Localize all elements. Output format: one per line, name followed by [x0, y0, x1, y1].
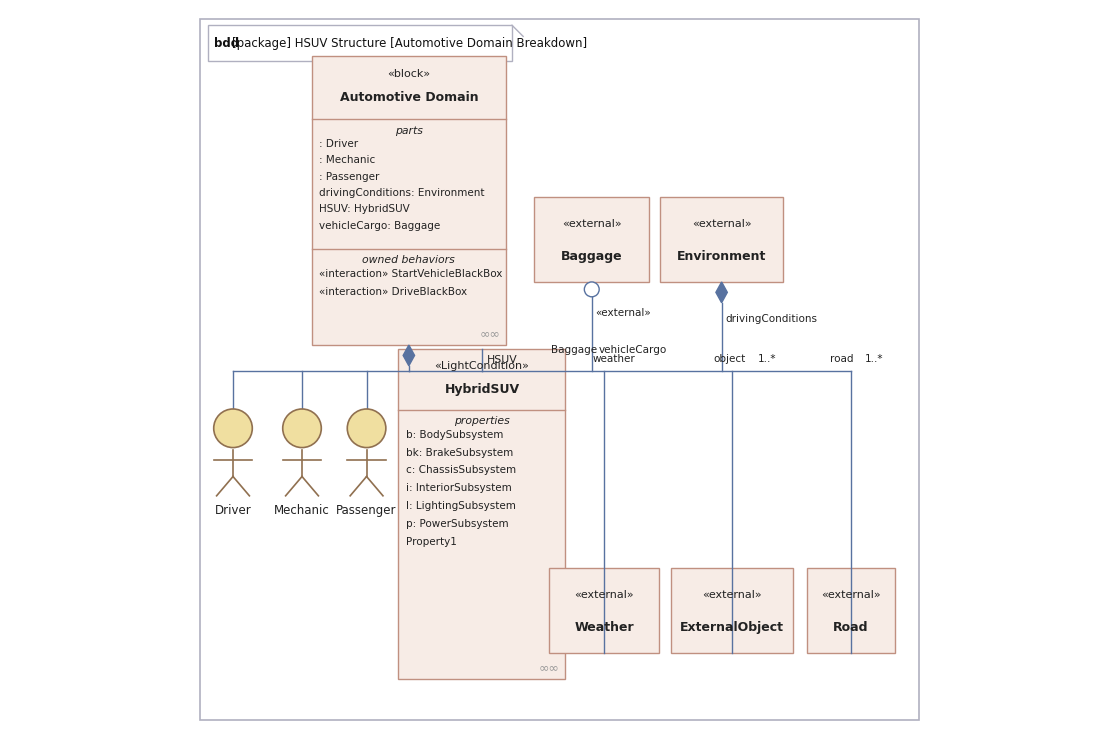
FancyBboxPatch shape — [671, 568, 793, 653]
Text: parts: parts — [395, 125, 423, 136]
Text: «external»: «external» — [821, 590, 881, 600]
FancyBboxPatch shape — [311, 56, 506, 345]
Text: Road: Road — [834, 621, 869, 634]
Text: : Driver: : Driver — [319, 139, 358, 149]
Text: «external»: «external» — [596, 308, 652, 318]
Text: «external»: «external» — [575, 590, 634, 600]
Text: Passenger: Passenger — [336, 504, 397, 516]
FancyBboxPatch shape — [535, 197, 650, 282]
Text: properties: properties — [454, 416, 510, 427]
FancyBboxPatch shape — [208, 25, 512, 61]
Polygon shape — [403, 345, 414, 366]
Text: ∞∞: ∞∞ — [480, 327, 500, 341]
Text: HSUV: HSUV — [487, 355, 517, 365]
Text: Automotive Domain: Automotive Domain — [339, 91, 478, 104]
Text: : Mechanic: : Mechanic — [319, 155, 375, 165]
Text: Environment: Environment — [677, 250, 767, 263]
Text: l: LightingSubsystem: l: LightingSubsystem — [406, 501, 516, 511]
Text: c: ChassisSubsystem: c: ChassisSubsystem — [406, 465, 516, 476]
Text: «external»: «external» — [692, 219, 751, 229]
Text: «external»: «external» — [562, 219, 622, 229]
Text: «interaction» DriveBlackBox: «interaction» DriveBlackBox — [319, 286, 468, 297]
Text: : Passenger: : Passenger — [319, 171, 379, 182]
Text: Baggage: Baggage — [551, 345, 597, 355]
Text: ∞∞: ∞∞ — [539, 661, 559, 674]
Text: [package] HSUV Structure [Automotive Domain Breakdown]: [package] HSUV Structure [Automotive Dom… — [232, 36, 587, 50]
Text: owned behaviors: owned behaviors — [363, 255, 455, 266]
Text: ExternalObject: ExternalObject — [680, 621, 785, 634]
FancyBboxPatch shape — [807, 568, 895, 653]
FancyBboxPatch shape — [661, 197, 782, 282]
FancyBboxPatch shape — [549, 568, 658, 653]
Text: Baggage: Baggage — [561, 250, 623, 263]
Circle shape — [213, 409, 252, 447]
Text: 1..*: 1..* — [865, 354, 883, 364]
Text: 1..*: 1..* — [758, 354, 777, 364]
Circle shape — [347, 409, 386, 447]
Text: Property1: Property1 — [406, 536, 456, 547]
Text: «external»: «external» — [702, 590, 762, 600]
Text: Driver: Driver — [214, 504, 251, 516]
Text: Mechanic: Mechanic — [275, 504, 330, 516]
Text: «LightCondition»: «LightCondition» — [434, 361, 529, 371]
Text: vehicleCargo: vehicleCargo — [599, 345, 667, 355]
Text: road: road — [830, 354, 854, 364]
Text: bk: BrakeSubsystem: bk: BrakeSubsystem — [406, 447, 513, 458]
Text: i: InteriorSubsystem: i: InteriorSubsystem — [406, 483, 511, 493]
FancyBboxPatch shape — [201, 19, 918, 720]
FancyBboxPatch shape — [398, 349, 566, 679]
Circle shape — [585, 282, 599, 297]
Text: weather: weather — [593, 354, 636, 364]
Text: HybridSUV: HybridSUV — [444, 383, 520, 396]
Text: drivingConditions: drivingConditions — [725, 314, 817, 324]
Text: vehicleCargo: Baggage: vehicleCargo: Baggage — [319, 220, 441, 231]
Text: bdd: bdd — [213, 36, 239, 50]
Text: p: PowerSubsystem: p: PowerSubsystem — [406, 519, 509, 529]
Text: b: BodySubsystem: b: BodySubsystem — [406, 430, 503, 440]
Text: «block»: «block» — [387, 69, 431, 79]
Text: HSUV: HybridSUV: HSUV: HybridSUV — [319, 204, 410, 214]
Polygon shape — [715, 282, 728, 303]
Text: Weather: Weather — [575, 621, 634, 634]
Text: object: object — [713, 354, 745, 364]
Text: «interaction» StartVehicleBlackBox: «interaction» StartVehicleBlackBox — [319, 269, 502, 279]
Text: drivingConditions: Environment: drivingConditions: Environment — [319, 188, 484, 198]
Circle shape — [282, 409, 321, 447]
